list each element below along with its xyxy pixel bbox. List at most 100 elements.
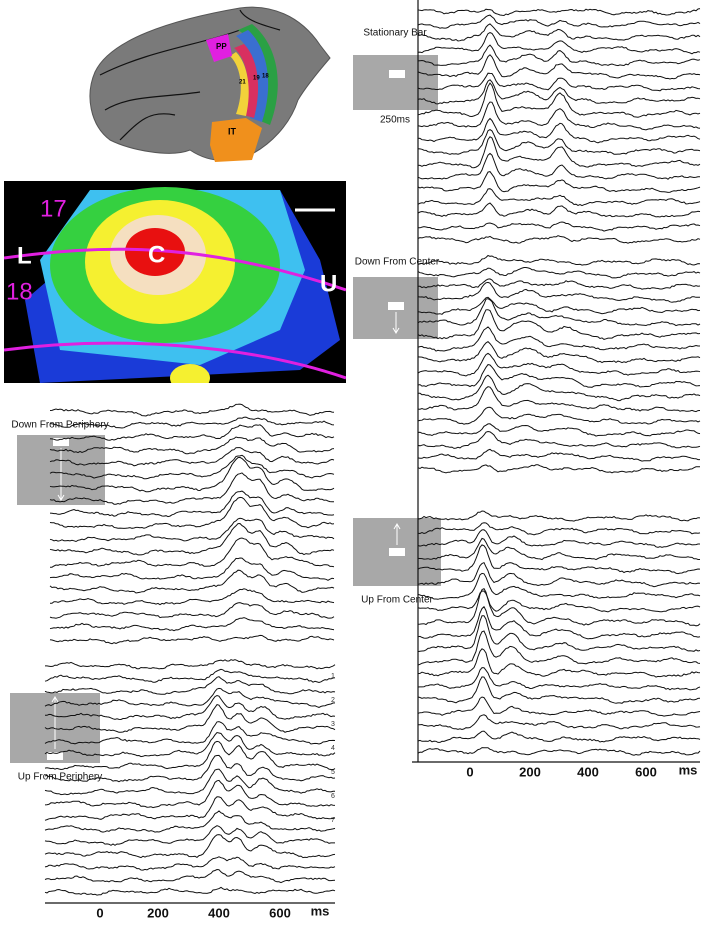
- trace: [44, 834, 336, 859]
- panel-title: Down From Periphery: [11, 420, 108, 431]
- trace: [49, 569, 335, 594]
- trace: [417, 188, 701, 207]
- map-region: [125, 228, 185, 276]
- stimulus-icon: [353, 55, 438, 110]
- stimulus-bar: [389, 548, 405, 556]
- trace: [49, 522, 335, 556]
- tick-label: 200: [147, 905, 169, 920]
- map-label: U: [320, 270, 337, 297]
- trace: [417, 235, 701, 244]
- trace: [44, 754, 336, 783]
- stimulus-bar: [53, 438, 69, 446]
- border-line: [4, 341, 346, 380]
- stimulus-bar: [389, 70, 405, 78]
- area-label: 18: [262, 74, 269, 80]
- arrow: [393, 523, 401, 545]
- tick-label: 400: [208, 905, 230, 920]
- trace: [417, 423, 701, 437]
- trace: [49, 602, 335, 619]
- trace: [49, 634, 335, 645]
- trace: [49, 517, 335, 543]
- trace: [417, 352, 701, 377]
- trace: [417, 23, 701, 42]
- trace: [44, 868, 336, 884]
- trace: [44, 731, 336, 758]
- trace: [44, 779, 336, 809]
- trace: [417, 44, 701, 67]
- trace: [417, 171, 701, 193]
- trace: [49, 496, 335, 529]
- row-number: 6: [331, 793, 335, 800]
- trace: [417, 298, 701, 327]
- trace: [417, 202, 701, 218]
- brain-outline: [89, 6, 331, 161]
- tick-label: 400: [577, 764, 599, 779]
- trace: [44, 668, 336, 684]
- panel-title: Down From Center: [355, 257, 440, 268]
- trace: [49, 472, 335, 505]
- area-label: PP: [216, 42, 227, 51]
- arrow: [57, 448, 65, 501]
- trace: [417, 386, 701, 413]
- trace: [49, 424, 335, 441]
- map-label: C: [148, 241, 165, 268]
- area-label: 19: [253, 76, 260, 82]
- row-number: 1: [331, 673, 335, 680]
- trace: [417, 667, 701, 691]
- axis-unit: ms: [679, 762, 698, 777]
- trace: [417, 14, 701, 29]
- trace: [417, 129, 701, 155]
- area-band: [234, 44, 259, 118]
- trace: [44, 796, 336, 821]
- panel-title: Up From Center: [361, 595, 433, 606]
- trace: [417, 648, 701, 678]
- trace: [44, 810, 336, 833]
- map-label: L: [17, 242, 32, 269]
- trace: [49, 456, 335, 493]
- trace: [417, 464, 701, 474]
- trace: [417, 136, 701, 169]
- map-label: 17: [40, 195, 67, 222]
- trace: [49, 403, 335, 417]
- trace: [417, 529, 700, 548]
- trace: [417, 588, 701, 627]
- trace: [417, 267, 701, 279]
- axis-unit: ms: [311, 903, 330, 918]
- trace: [417, 364, 701, 388]
- border-line: [4, 247, 346, 292]
- trace: [49, 588, 335, 606]
- trace: [417, 72, 701, 92]
- trace: [49, 454, 335, 480]
- trace: [417, 747, 701, 756]
- area-label: IT: [228, 126, 237, 136]
- trace: [417, 254, 701, 266]
- panel-title: Up From Periphery: [18, 772, 102, 783]
- trace: [44, 886, 336, 896]
- trace: [417, 544, 701, 575]
- map-label: 18: [6, 278, 33, 305]
- trace: [417, 615, 701, 653]
- trace: [44, 721, 336, 745]
- sulci: [99, 9, 281, 141]
- row-number: 2: [331, 697, 335, 704]
- trace: [44, 768, 335, 796]
- activity-map: 17 L C 18 U: [4, 181, 346, 383]
- trace: [417, 730, 701, 743]
- trace: [417, 309, 701, 340]
- trace: [417, 522, 701, 536]
- trace: [417, 448, 700, 462]
- trace: [44, 687, 336, 708]
- trace: [417, 406, 701, 425]
- trace: [417, 152, 700, 180]
- panel-title: Stationary Bar: [363, 28, 427, 39]
- row-number: 4: [331, 745, 335, 752]
- trace: [417, 630, 701, 666]
- trace: [49, 416, 335, 429]
- trace: [417, 676, 701, 704]
- tick-label: 0: [466, 764, 473, 779]
- traces: [44, 8, 701, 896]
- area-it: [210, 118, 262, 162]
- area-band: [230, 52, 249, 116]
- trace: [49, 436, 335, 455]
